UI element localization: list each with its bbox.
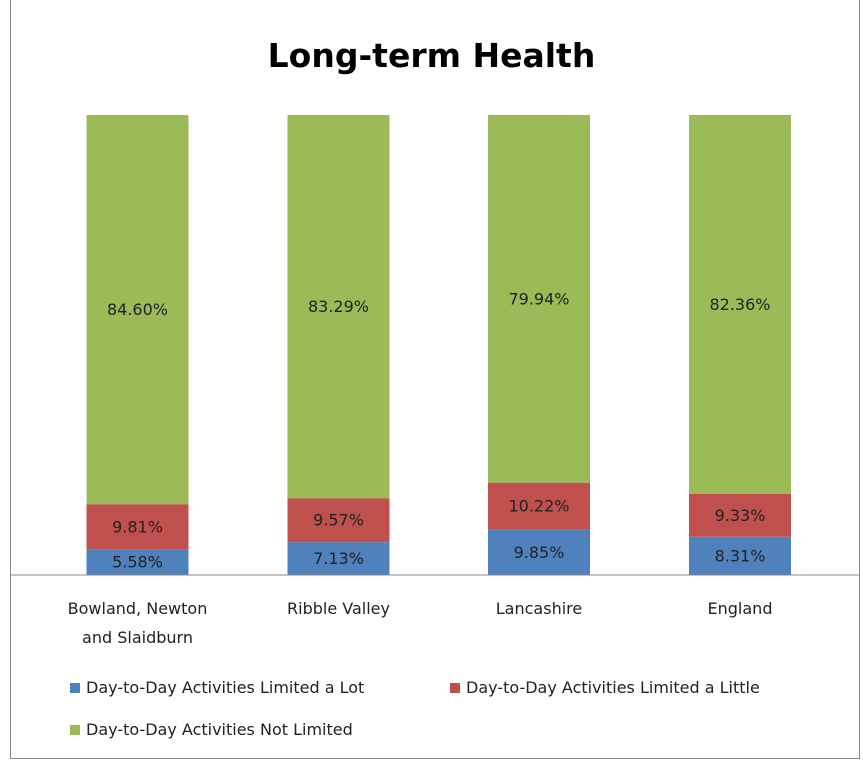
- bar-segment: [86, 549, 189, 575]
- data-label: 9.33%: [715, 506, 766, 525]
- bar-segment: [488, 482, 590, 530]
- x-tick-label: Ribble Valley: [287, 599, 390, 618]
- bar-segment: [86, 115, 189, 505]
- bar-segment: [689, 493, 791, 537]
- bar-segment: [689, 536, 791, 575]
- data-label: 8.31%: [715, 546, 766, 565]
- legend-swatch: [70, 683, 80, 693]
- legend-label: Day-to-Day Activities Limited a Lot: [86, 678, 365, 697]
- chart-frame: [10, 0, 860, 759]
- data-label: 5.58%: [112, 553, 163, 572]
- x-tick-label: Lancashire: [495, 599, 583, 618]
- bar-segment: [689, 115, 791, 494]
- data-label: 83.29%: [308, 297, 369, 316]
- legend-swatch: [70, 725, 80, 735]
- bar-segment: [287, 542, 390, 575]
- x-tick-label: Bowland, Newton and Slaidburn: [67, 599, 208, 647]
- legend-item: Day-to-Day Activities Limited a Lot: [70, 678, 364, 697]
- data-label: 9.85%: [514, 543, 565, 562]
- data-label: 9.57%: [313, 511, 364, 530]
- legend-item: Day-to-Day Activities Not Limited: [70, 720, 353, 739]
- bar-segment: [488, 114, 590, 483]
- data-label: 84.60%: [107, 300, 168, 319]
- data-label: 10.22%: [508, 497, 569, 516]
- bar-segment: [287, 498, 390, 543]
- bar-segment: [86, 504, 189, 550]
- legend-item: Day-to-Day Activities Limited a Little: [450, 678, 760, 697]
- data-label: 79.94%: [508, 289, 569, 308]
- bar-segment: [287, 115, 390, 499]
- legend-swatch: [450, 683, 460, 693]
- legend-label: Day-to-Day Activities Limited a Little: [466, 678, 760, 697]
- x-tick-label: England: [707, 599, 773, 618]
- data-label: 7.13%: [313, 549, 364, 568]
- data-label: 9.81%: [112, 517, 163, 536]
- legend-label: Day-to-Day Activities Not Limited: [86, 720, 353, 739]
- data-label: 82.36%: [709, 295, 770, 314]
- bar-segment: [488, 529, 590, 575]
- chart-title: Long-term Health: [267, 36, 596, 75]
